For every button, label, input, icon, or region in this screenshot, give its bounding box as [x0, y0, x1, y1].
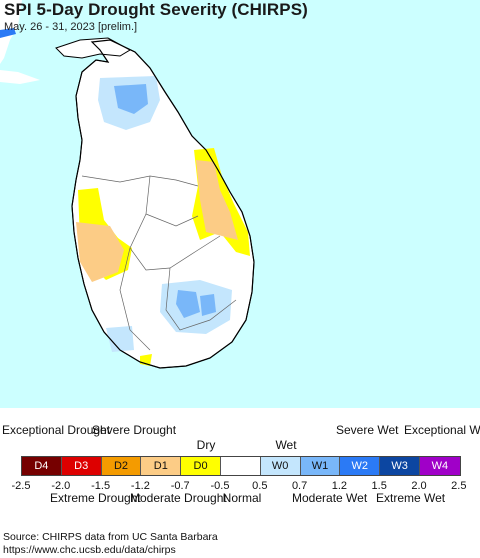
wet-w1-south-a: [176, 290, 200, 318]
drought-map: SPI 5-Day Drought Severity (CHIRPS) May.…: [0, 0, 480, 408]
legend-label-exceptional-drought: Exceptional Drought: [2, 423, 111, 437]
wet-w1-north: [114, 84, 148, 114]
dry-d1-east: [196, 160, 238, 240]
legend-swatch-d1: D1: [141, 457, 182, 475]
province-boundaries: [81, 175, 237, 351]
legend-tick: 0.7: [291, 480, 308, 492]
map-subtitle: May. 26 - 31, 2023 [prelim.]: [4, 21, 138, 33]
legend-swatch-normal: [220, 457, 261, 475]
source-text: Source: CHIRPS data from UC Santa Barbar…: [3, 531, 218, 543]
legend-tick: -2.5: [11, 480, 31, 492]
legend-swatch-d2: D2: [101, 457, 142, 475]
legend-label-extreme-drought: Extreme Drought: [50, 491, 141, 505]
legend-label-severe-drought: Severe Drought: [92, 423, 177, 437]
legend-label-moderate-drought: Moderate Drought: [130, 491, 227, 505]
map-title: SPI 5-Day Drought Severity (CHIRPS): [4, 0, 308, 19]
wet-w0-southwest: [106, 326, 134, 352]
legend-tick: 2.0: [411, 480, 427, 492]
legend-swatch-d0: D0: [181, 457, 221, 475]
legend-swatch-d4: D4: [22, 457, 62, 475]
legend-tick: -0.5: [210, 480, 230, 492]
legend-swatch-w1: W1: [300, 457, 341, 475]
legend-label-dry: Dry: [196, 438, 216, 452]
legend-tick: 1.5: [371, 480, 387, 492]
legend-label-normal: Normal: [222, 491, 262, 505]
legend-tick: -2.0: [51, 480, 71, 492]
dry-d1-west: [76, 222, 124, 282]
india-wet-patch: [0, 28, 16, 38]
legend-swatch-w0: W0: [260, 457, 301, 475]
legend-swatch-w4: W4: [419, 457, 460, 475]
legend-label-wet: Wet: [275, 438, 297, 452]
legend-label-moderate-wet: Moderate Wet: [292, 491, 368, 505]
legend-tick: 1.2: [331, 480, 348, 492]
legend-tick: -0.7: [170, 480, 190, 492]
legend-swatch-w3: W3: [380, 457, 420, 475]
adams-bridge-land: [0, 70, 40, 84]
sri-lanka-map-graphic: [0, 0, 255, 369]
coastline: [71, 39, 255, 369]
legend-tick: 2.5: [451, 480, 467, 492]
source-url: https://www.chc.ucsb.edu/data/chirps: [3, 544, 176, 556]
legend-swatch-w2: W2: [340, 457, 381, 475]
legend-swatch-d3: D3: [61, 457, 102, 475]
legend-label-exceptional-wet: Exceptional Wet: [404, 423, 480, 437]
legend-color-bar: D4 D3 D2 D1 D0 W0 W1 W2 W3 W4: [21, 456, 461, 476]
wet-w1-south-b: [200, 294, 216, 316]
legend-label-severe-wet: Severe Wet: [336, 423, 399, 437]
jaffna-peninsula: [55, 37, 132, 59]
legend-tick: 0.5: [252, 480, 268, 492]
legend-label-extreme-wet: Extreme Wet: [376, 491, 446, 505]
legend-tick: -1.2: [130, 480, 150, 492]
legend-tick: -1.5: [91, 480, 111, 492]
legend: [0, 408, 480, 558]
